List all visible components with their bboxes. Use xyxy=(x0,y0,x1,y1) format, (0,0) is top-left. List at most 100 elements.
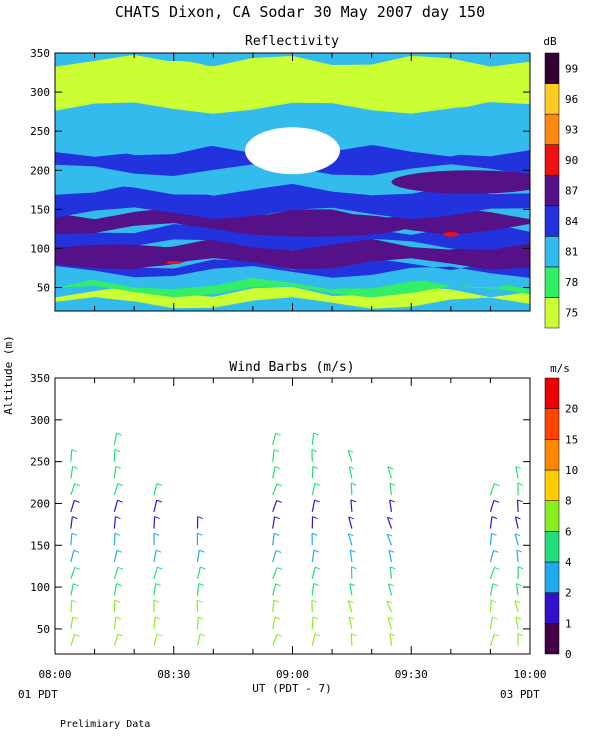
wind-barb xyxy=(311,466,314,479)
wind-barb-feather xyxy=(517,499,523,503)
colorbar-label: 20 xyxy=(565,403,578,416)
colorbar-swatch xyxy=(544,174,560,207)
wind-barb xyxy=(311,483,316,496)
wind-barb xyxy=(489,533,493,546)
wind-barb-feather xyxy=(386,533,393,537)
wind-barbs-y-axis: 50 100 150 200 250 300 350 xyxy=(30,372,530,636)
wind-barb-feather xyxy=(311,449,318,453)
wind-barb xyxy=(153,550,157,563)
reflectivity-blob xyxy=(213,213,412,237)
wind-barb xyxy=(70,449,73,462)
wind-barb-feather xyxy=(74,483,80,487)
wind-barb-feather xyxy=(153,599,160,603)
reflectivity-band xyxy=(55,266,530,290)
y-tick-label: 100 xyxy=(30,581,50,594)
wind-barb xyxy=(113,583,118,596)
wind-barb xyxy=(70,616,74,630)
wind-barb-feather xyxy=(71,599,77,603)
wind-barb xyxy=(70,483,76,496)
y-tick-label: 200 xyxy=(30,164,50,177)
wind-barb xyxy=(389,499,393,512)
wind-barb-feather xyxy=(313,583,319,586)
wind-barb xyxy=(516,499,519,512)
wind-barb-feather xyxy=(275,583,281,587)
wind-barb xyxy=(153,483,158,496)
colorbar-swatch xyxy=(544,266,560,298)
wind-barb xyxy=(70,600,73,613)
wind-barb-feather xyxy=(274,516,280,520)
wind-barbs-frame xyxy=(54,377,531,655)
y-tick-label: 300 xyxy=(30,86,50,99)
wind-barb-feather xyxy=(276,483,283,487)
wind-barb xyxy=(153,583,157,596)
wind-barb-feather xyxy=(154,516,160,520)
y-tick-label: 350 xyxy=(30,372,50,385)
wind-barb-feather xyxy=(389,482,396,486)
wind-barb-feather xyxy=(155,583,161,587)
wind-barb-feather xyxy=(73,549,80,553)
reflectivity-field xyxy=(55,53,530,311)
wind-barb-feather xyxy=(350,499,357,503)
wind-barb-feather xyxy=(72,516,78,520)
colorbar-swatch xyxy=(544,205,560,237)
wind-barb xyxy=(196,566,201,579)
wind-barb xyxy=(489,516,493,529)
wind-barb xyxy=(272,617,276,630)
wind-barb xyxy=(70,634,76,646)
wind-barb xyxy=(515,466,519,479)
wind-barb xyxy=(70,567,76,579)
colorbar-swatch xyxy=(544,469,560,501)
wind-barb xyxy=(272,483,278,496)
wind-barb-feather xyxy=(348,449,354,453)
wind-barb-feather xyxy=(389,566,396,570)
wind-barb xyxy=(272,449,275,462)
y-tick-label: 250 xyxy=(30,125,50,138)
wind-barb-feather xyxy=(71,532,78,536)
wind-barb xyxy=(350,483,353,496)
wind-barb xyxy=(514,516,519,529)
wind-barb-feather xyxy=(115,516,121,520)
wind-barb xyxy=(153,500,158,512)
wind-barb xyxy=(113,466,117,479)
x-axis-label: UT (PDT - 7) xyxy=(252,682,331,695)
wind-barb xyxy=(350,633,353,646)
wind-barb-feather xyxy=(491,599,497,603)
x-tick-label: 09:30 xyxy=(395,668,428,681)
wind-barb-feather xyxy=(71,449,77,453)
wind-barb xyxy=(196,550,200,563)
wind-barb-feather xyxy=(348,533,354,537)
wind-barb-feather xyxy=(274,616,281,620)
wind-barb xyxy=(153,616,156,629)
wind-barb-feather xyxy=(197,616,204,620)
wind-barb-feather xyxy=(117,499,123,503)
bottom-left-note: 01 PDT xyxy=(18,688,58,701)
wind-barb xyxy=(347,600,353,613)
y-tick-label: 50 xyxy=(37,282,50,295)
wind-barb-feather xyxy=(493,499,500,503)
reflectivity-band xyxy=(55,277,530,298)
colorbar-label: 4 xyxy=(565,556,572,569)
y-tick-label: 350 xyxy=(30,47,50,60)
wind-barb-feather xyxy=(514,600,521,604)
wind-barb-feather xyxy=(73,583,79,587)
figure-title: CHATS Dixon, CA Sodar 30 May 2007 day 15… xyxy=(115,3,485,21)
colorbar-swatch xyxy=(544,297,560,329)
reflectivity-band xyxy=(55,258,530,278)
wind-barb-feather xyxy=(348,516,354,520)
wind-barb-feather xyxy=(313,549,320,553)
colorbar-swatch xyxy=(544,592,560,624)
wind-barb-feather xyxy=(494,483,500,487)
wind-barb-feather xyxy=(351,482,357,486)
reflectivity-blob xyxy=(411,84,491,108)
reflectivity-blob xyxy=(55,244,194,268)
colorbar-label: 93 xyxy=(565,123,578,136)
colorbar-label: 6 xyxy=(565,525,572,538)
wind-barb xyxy=(272,600,275,613)
y-tick-label: 300 xyxy=(30,414,50,427)
wind-barb xyxy=(389,566,393,579)
reflectivity-blob xyxy=(391,170,530,194)
colorbar-label: 8 xyxy=(565,495,572,508)
wind-barb-feather xyxy=(349,616,355,620)
wind-barb-feather xyxy=(311,532,318,536)
